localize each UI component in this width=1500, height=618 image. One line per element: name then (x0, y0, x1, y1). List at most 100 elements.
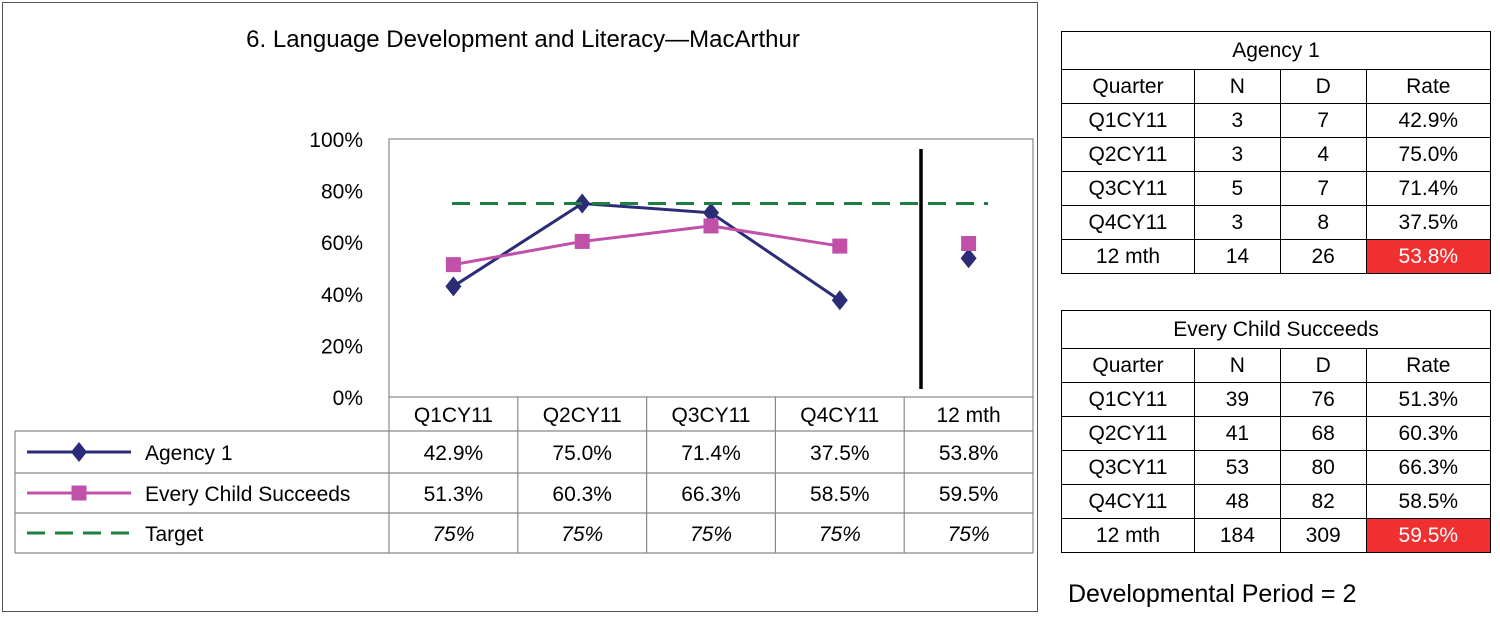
table-cell: 80 (1279, 450, 1367, 485)
table-cell: 3 (1193, 205, 1281, 240)
table-cell: 7 (1279, 103, 1367, 138)
series-line-agency-1 (452, 201, 841, 302)
legend-label-every-child-succeeds: Every Child Succeeds (145, 483, 350, 506)
every-child-succeeds-table: Every Child Succeeds Quarter N D Rate Q1CY11 3… (1061, 310, 1492, 553)
table-cell: Q1CY11 (1061, 103, 1195, 138)
table-cell: Q2CY11 (1061, 137, 1195, 172)
table-cell: 60.3% (1365, 416, 1492, 451)
table-cell: 7 (1279, 171, 1367, 206)
table-cell: 8 (1279, 205, 1367, 240)
table-cell: 75.0% (1365, 137, 1492, 172)
table-row: 12 mth 14 26 53.8% (1061, 239, 1492, 274)
data-label-target: 75% (690, 523, 732, 546)
data-label-target: 75% (432, 523, 474, 546)
data-point-every-child-succeeds (832, 238, 848, 254)
table-row: Q3CY11 53 80 66.3% (1061, 450, 1492, 485)
table-cell: 12 mth (1061, 239, 1195, 274)
column-header: Quarter (1061, 348, 1195, 383)
data-point-agency-1 (574, 193, 591, 214)
series-line-every-child-succeeds (453, 224, 841, 267)
y-tick-label: 100% (309, 129, 363, 152)
x-tick-label: Q3CY11 (672, 404, 751, 427)
table-cell: 37.5% (1365, 205, 1492, 240)
table-cell: 309 (1279, 518, 1367, 553)
data-label-agency-1: 75.0% (552, 442, 612, 465)
data-point-agency-1 (703, 202, 719, 223)
column-header: D (1279, 69, 1367, 104)
data-label-agency-1: 42.9% (424, 442, 484, 465)
column-header: N (1193, 348, 1281, 383)
table-title: Every Child Succeeds (1061, 310, 1491, 349)
legend-label-agency-1: Agency 1 (145, 442, 233, 465)
table-row: 12 mth 184 309 59.5% (1061, 518, 1492, 553)
data-label-every-child-succeeds: 51.3% (424, 483, 484, 506)
data-label-agency-1: 53.8% (939, 442, 999, 465)
table-row: Q2CY11 41 68 60.3% (1061, 416, 1492, 451)
x-tick-label: Q4CY11 (800, 404, 879, 427)
table-cell: Q2CY11 (1061, 416, 1195, 451)
y-tick-label: 80% (321, 181, 363, 204)
table-cell: 3 (1193, 103, 1281, 138)
table-title: Agency 1 (1061, 31, 1491, 70)
chart-title: 6. Language Development and Literacy—Mac… (246, 26, 800, 53)
table-cell: 26 (1279, 239, 1367, 274)
plot-area (388, 138, 1034, 398)
data-label-agency-1: 71.4% (681, 442, 741, 465)
x-tick-label: Q1CY11 (414, 404, 493, 427)
table-row: Q1CY11 3 7 42.9% (1061, 103, 1492, 138)
table-cell: 53.8% (1365, 239, 1492, 274)
line-chart: 6. Language Development and Literacy—Mac… (14, 26, 1034, 554)
table-cell: 48 (1193, 484, 1281, 519)
data-label-target: 75% (819, 523, 861, 546)
data-point-every-child-succeeds (445, 257, 461, 273)
data-point-agency-1 (960, 248, 977, 269)
data-point-every-child-succeeds (71, 485, 87, 501)
table-cell: 14 (1193, 239, 1281, 274)
data-point-every-child-succeeds (703, 218, 719, 234)
data-label-every-child-succeeds: 58.5% (810, 483, 870, 506)
table-cell: Q3CY11 (1061, 450, 1195, 485)
table-cell: 42.9% (1365, 103, 1492, 138)
data-label-every-child-succeeds: 59.5% (939, 483, 999, 506)
table-cell: 4 (1279, 137, 1367, 172)
table-cell: Q3CY11 (1061, 171, 1195, 206)
data-point-every-child-succeeds (574, 233, 590, 249)
y-tick-label: 40% (321, 284, 363, 307)
table-cell: Q4CY11 (1061, 205, 1195, 240)
table-row: Q4CY11 48 82 58.5% (1061, 484, 1492, 519)
table-cell: 5 (1193, 171, 1281, 206)
table-row: Q4CY11 3 8 37.5% (1061, 205, 1492, 240)
chart-panel: 6. Language Development and Literacy—Mac… (2, 2, 1038, 612)
table-row: Q3CY11 5 7 71.4% (1061, 171, 1492, 206)
data-label-agency-1: 37.5% (810, 442, 870, 465)
data-point-agency-1 (831, 290, 848, 311)
developmental-period-note: Developmental Period = 2 (1068, 580, 1357, 608)
column-header: Quarter (1061, 69, 1195, 104)
x-tick-label: Q2CY11 (543, 404, 622, 427)
y-tick-label: 60% (321, 232, 363, 255)
data-point-agency-1 (71, 442, 87, 462)
y-tick-label: 20% (321, 335, 363, 358)
table-row: Q1CY11 39 76 51.3% (1061, 382, 1492, 417)
data-label-target: 75% (561, 523, 603, 546)
table-cell: 58.5% (1365, 484, 1492, 519)
legend-label-target: Target (145, 523, 204, 546)
column-header: Rate (1365, 348, 1492, 383)
data-point-agency-1 (445, 276, 462, 297)
data-label-every-child-succeeds: 66.3% (681, 483, 741, 506)
table-cell: 76 (1279, 382, 1367, 417)
table-cell: 51.3% (1365, 382, 1492, 417)
table-cell: 3 (1193, 137, 1281, 172)
table-cell: Q4CY11 (1061, 484, 1195, 519)
table-cell: 71.4% (1365, 171, 1492, 206)
table-row: Q2CY11 3 4 75.0% (1061, 137, 1492, 172)
table-cell: 66.3% (1365, 450, 1492, 485)
table-cell: 12 mth (1061, 518, 1195, 553)
table-cell: 41 (1193, 416, 1281, 451)
table-cell: 184 (1193, 518, 1281, 553)
data-label-every-child-succeeds: 60.3% (552, 483, 612, 506)
table-cell: 59.5% (1365, 518, 1492, 553)
data-point-every-child-succeeds (961, 235, 977, 251)
table-cell: 82 (1279, 484, 1367, 519)
column-header: Rate (1365, 69, 1492, 104)
